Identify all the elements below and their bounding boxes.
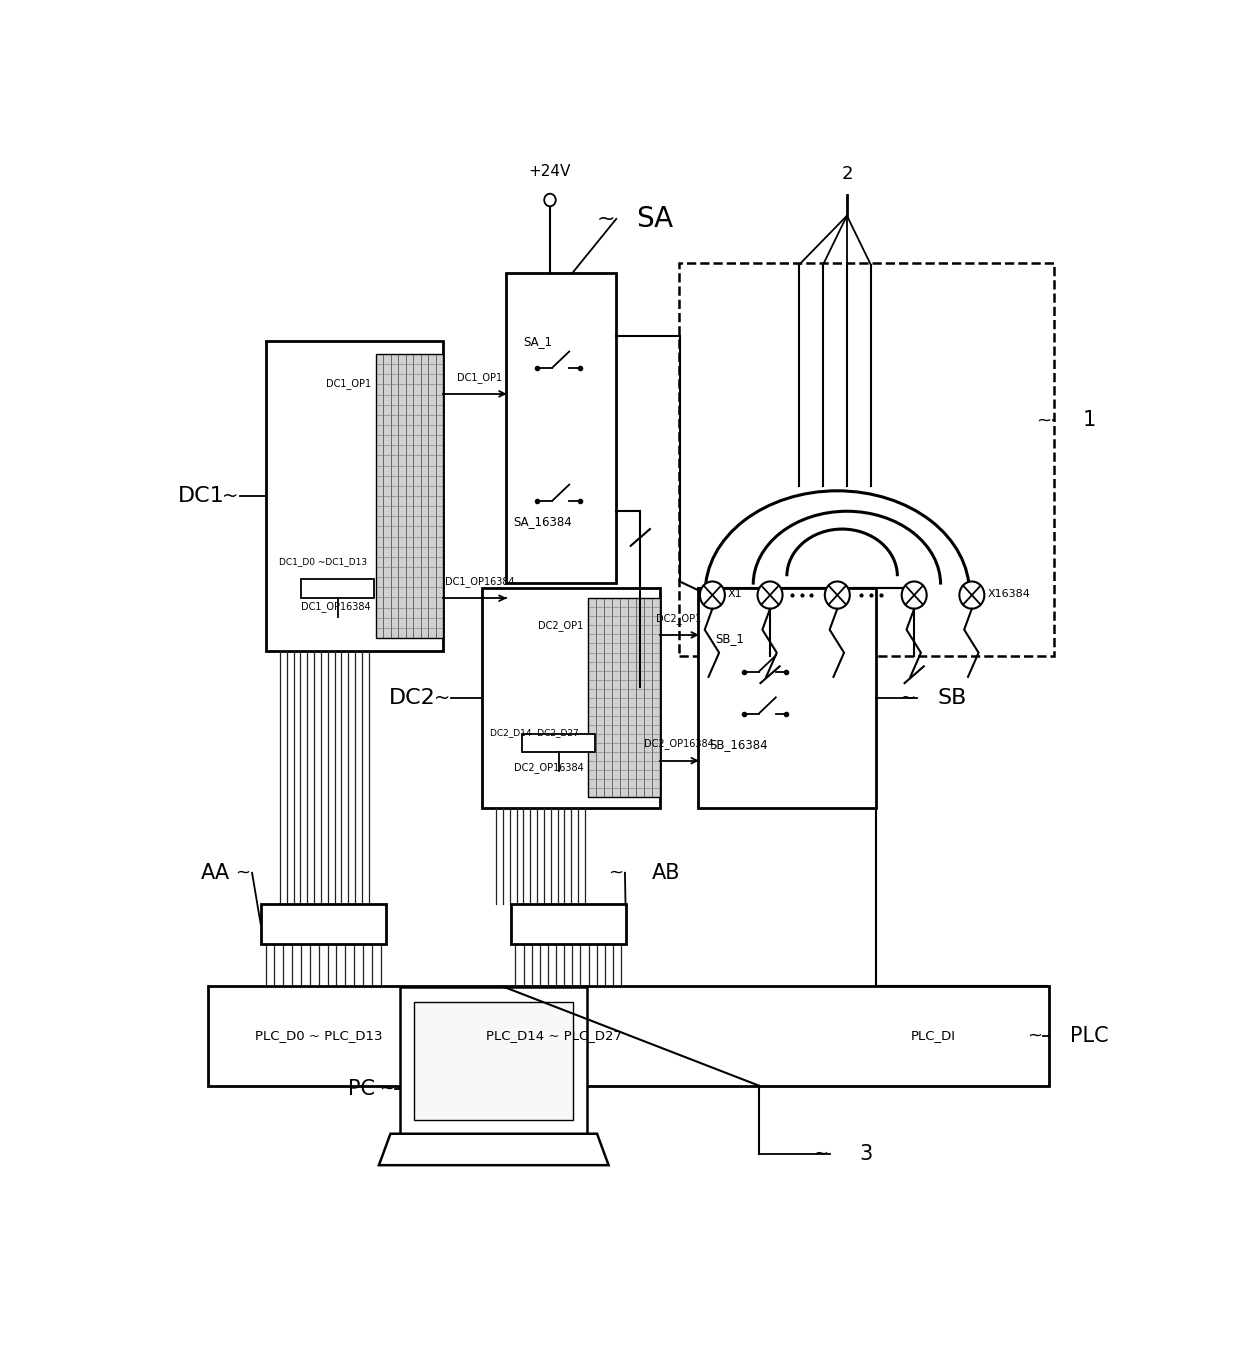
Text: 2: 2 (841, 165, 853, 182)
Circle shape (544, 193, 556, 207)
Text: DC1: DC1 (177, 486, 224, 506)
Bar (481, 588, 660, 808)
Bar (589, 599, 660, 798)
Text: DC1_OP1: DC1_OP1 (326, 378, 371, 389)
Text: +24V: +24V (528, 165, 572, 180)
Text: ~: ~ (609, 864, 624, 882)
Text: SB_16384: SB_16384 (709, 739, 768, 751)
Text: ~: ~ (222, 486, 238, 505)
Text: ~: ~ (1027, 1026, 1042, 1045)
Bar (511, 904, 626, 945)
Text: PLC: PLC (1070, 1026, 1109, 1045)
Text: DC2_OP16384: DC2_OP16384 (644, 739, 713, 750)
Circle shape (825, 581, 849, 608)
Bar (260, 904, 386, 945)
Text: PLC_D0 ~ PLC_D13: PLC_D0 ~ PLC_D13 (254, 1029, 382, 1043)
Text: ~: ~ (596, 208, 616, 229)
Bar (522, 735, 595, 753)
Text: PC: PC (348, 1079, 376, 1098)
Text: X16384: X16384 (987, 589, 1030, 599)
Text: DC2_OP16384: DC2_OP16384 (513, 762, 584, 773)
Bar (589, 599, 660, 798)
Circle shape (960, 581, 985, 608)
Text: SB: SB (937, 687, 967, 708)
Text: DC1_OP16384: DC1_OP16384 (444, 576, 515, 587)
Text: DC2: DC2 (389, 687, 436, 708)
Text: DC1_OP16384: DC1_OP16384 (301, 602, 371, 612)
Text: ~: ~ (379, 1079, 394, 1098)
Text: AA: AA (201, 863, 231, 883)
Circle shape (901, 581, 926, 608)
Circle shape (758, 581, 782, 608)
Bar (506, 274, 616, 583)
Text: ~: ~ (900, 689, 916, 708)
Text: DC2_OP1: DC2_OP1 (538, 621, 584, 632)
Bar (678, 263, 1054, 656)
Text: PLC_DI: PLC_DI (911, 1029, 956, 1043)
Bar (208, 985, 1049, 1086)
Text: PLC_D14 ~ PLC_D27: PLC_D14 ~ PLC_D27 (486, 1029, 621, 1043)
Text: SA_16384: SA_16384 (513, 516, 572, 528)
Text: ~: ~ (813, 1145, 828, 1162)
Text: SB_1: SB_1 (715, 632, 744, 645)
Text: X1: X1 (728, 589, 743, 599)
Text: ~: ~ (234, 864, 250, 882)
Text: ~: ~ (434, 689, 450, 708)
Bar (265, 342, 444, 651)
Bar (414, 1002, 573, 1120)
Text: SA_1: SA_1 (523, 335, 552, 348)
Bar (401, 987, 588, 1134)
Text: ~: ~ (1037, 411, 1052, 429)
Bar (698, 588, 875, 808)
Bar (376, 354, 444, 638)
Text: AB: AB (652, 863, 681, 883)
Bar (301, 580, 374, 599)
Text: DC1_OP1: DC1_OP1 (456, 372, 502, 382)
Bar (376, 354, 444, 638)
Text: SA: SA (636, 206, 673, 233)
Text: DC2_OP1: DC2_OP1 (656, 612, 702, 623)
Polygon shape (379, 1134, 609, 1165)
Text: DC1_D0 ~DC1_D13: DC1_D0 ~DC1_D13 (279, 557, 367, 566)
Text: 3: 3 (859, 1143, 873, 1164)
Circle shape (699, 581, 725, 608)
Text: 1: 1 (1083, 410, 1096, 430)
Text: DC2_D14  DC2_D27: DC2_D14 DC2_D27 (490, 728, 579, 736)
